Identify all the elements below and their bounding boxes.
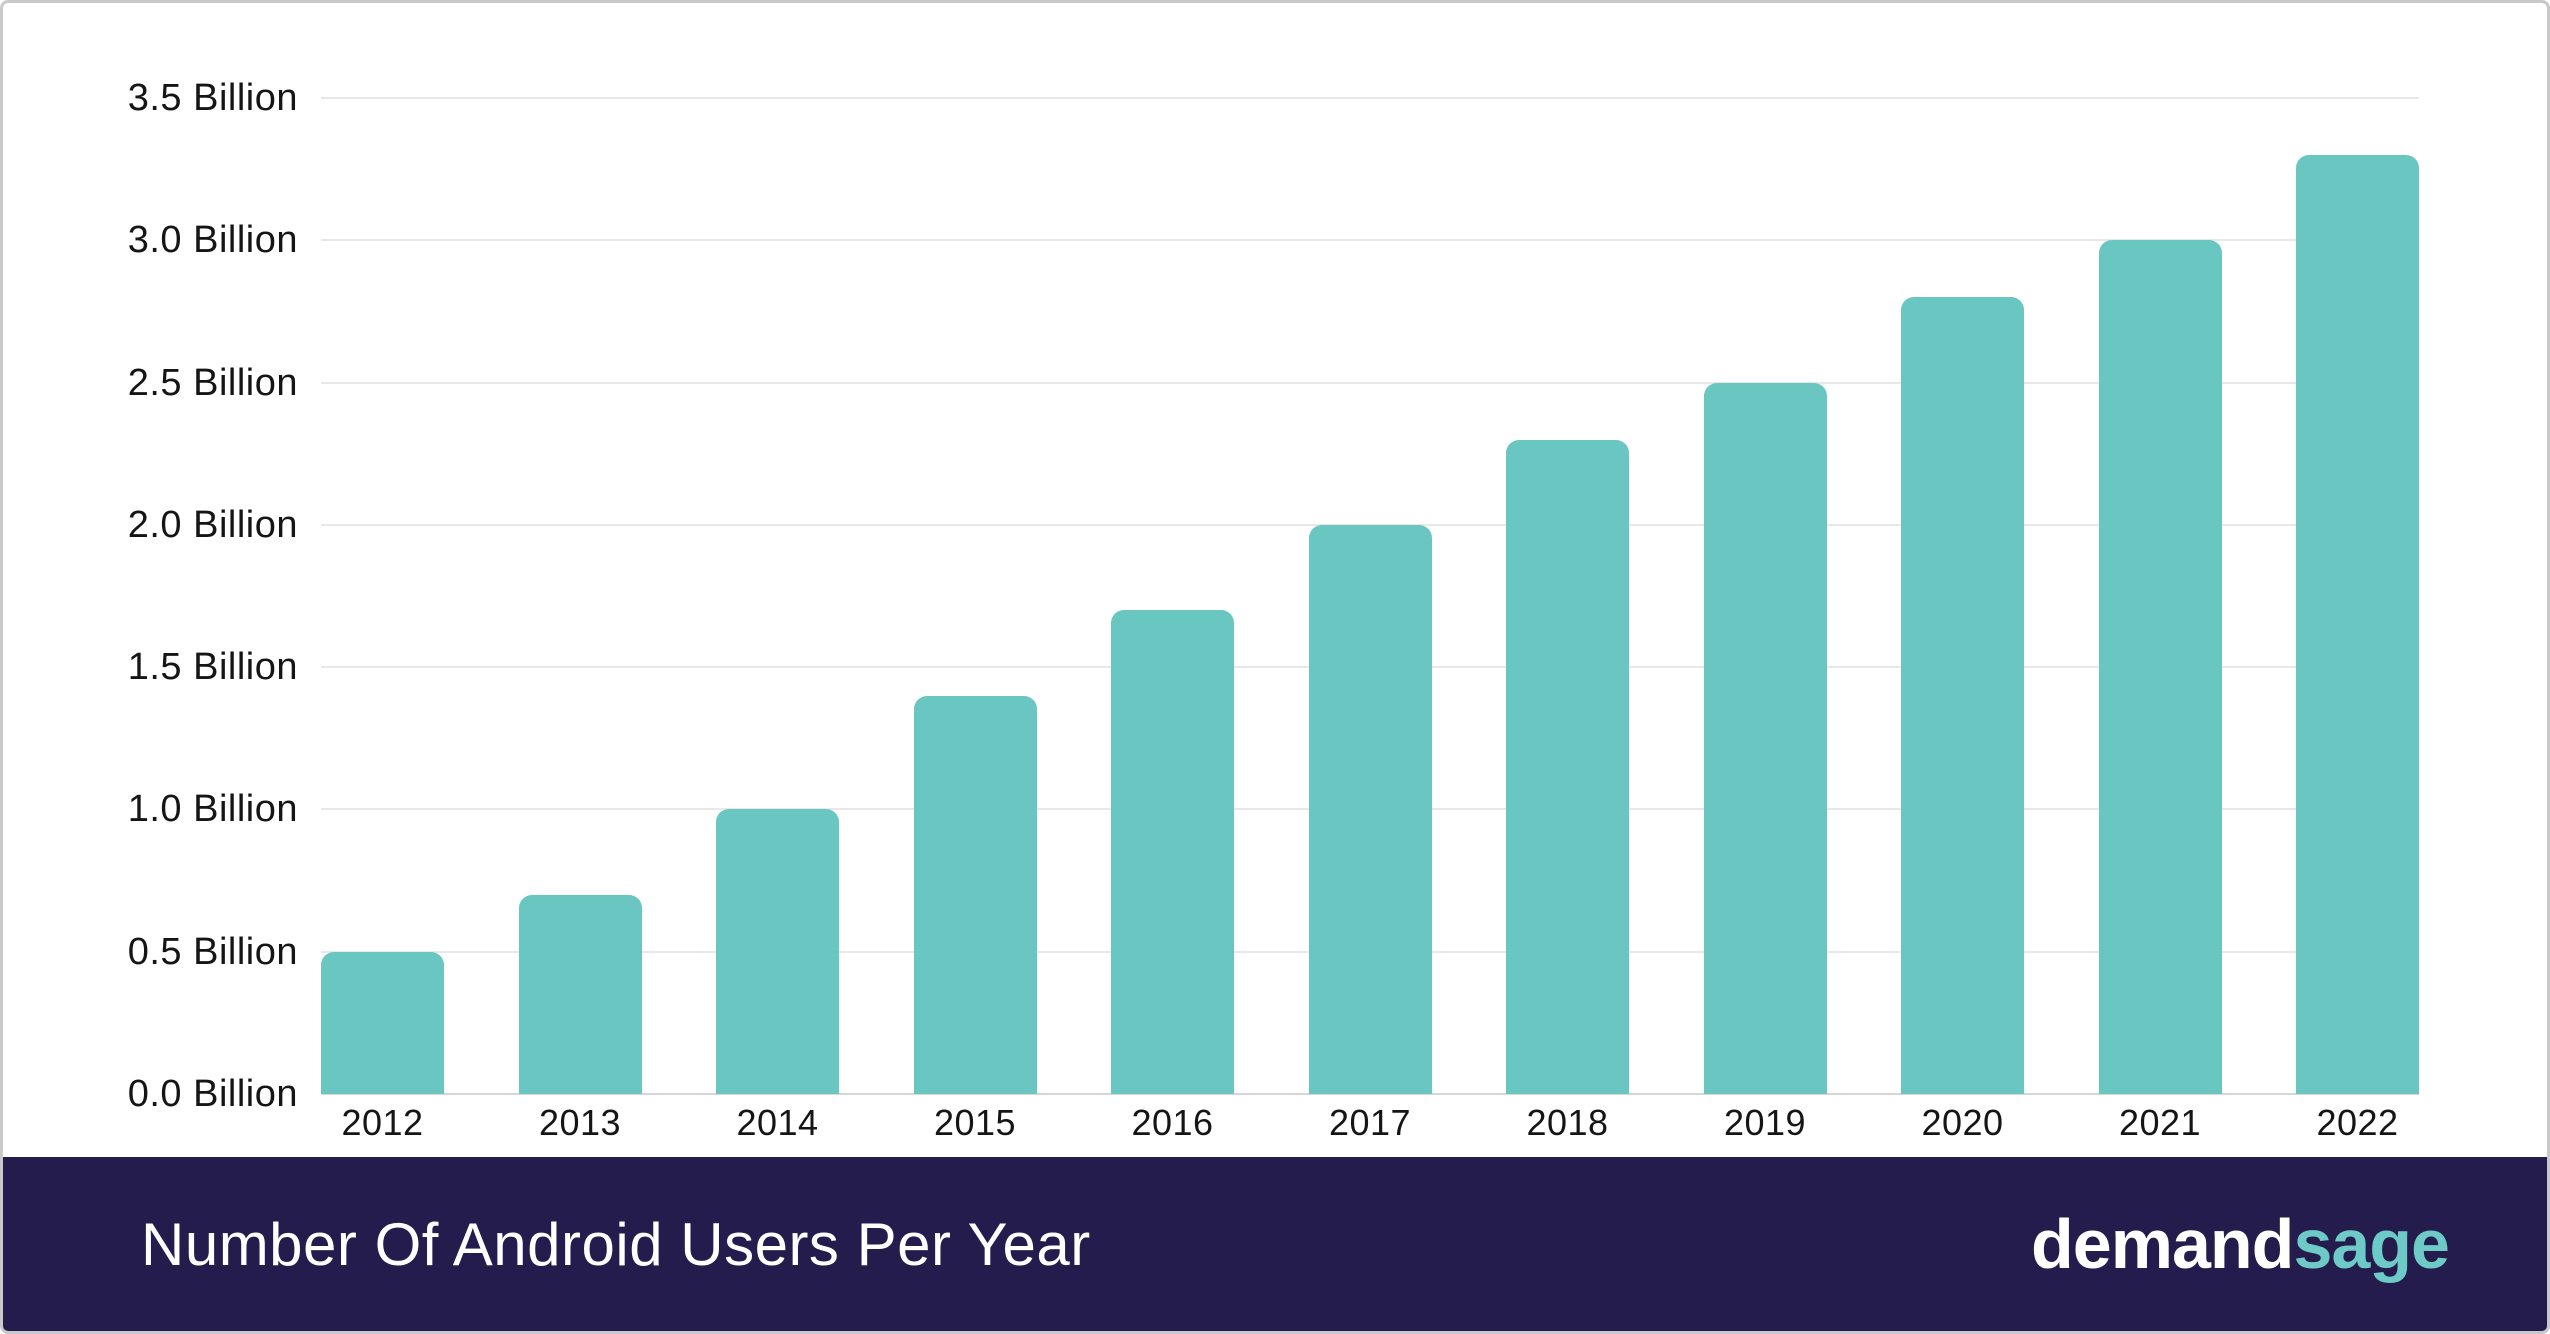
y-tick-label-2.0: 2.0 Billion (127, 503, 298, 546)
gridline-2.5 (321, 381, 2419, 384)
x-tick-label-2018: 2018 (1526, 1102, 1609, 1143)
bar-2017 (1308, 524, 1432, 1094)
y-tick-label-3.5: 3.5 Billion (127, 77, 298, 119)
bar-2018 (1506, 439, 1629, 1094)
plot-area (321, 97, 2419, 1095)
footer-bar: Number Of Android Users Per Year demands… (3, 1157, 2547, 1331)
y-tick-label-3.0: 3.0 Billion (127, 219, 298, 262)
brand-sage: sage (2293, 1205, 2450, 1283)
y-tick-label-0.5: 0.5 Billion (127, 930, 298, 973)
x-tick-label-2012: 2012 (341, 1102, 424, 1143)
x-tick-label-2020: 2020 (1921, 1102, 2004, 1143)
chart-title: Number Of Android Users Per Year (141, 1210, 1091, 1278)
bar-2016 (1111, 610, 1234, 1094)
x-tick-label-2015: 2015 (933, 1102, 1017, 1143)
y-tick-label-1.5: 1.5 Billion (127, 646, 298, 689)
x-axis-labels: 2012 2013 2014 2015 2016 2017 2018 2019 2020 2021… (321, 1105, 2419, 1141)
bar-2015 (913, 695, 1037, 1094)
gridline-3.0 (321, 239, 2419, 242)
bar-2021 (2098, 240, 2222, 1094)
bar-2013 (518, 894, 642, 1094)
y-axis-labels: 3.5 Billion 3.0 Billion 2.5 Billion 2.0 Bil… (3, 79, 298, 1113)
x-tick-label-2017: 2017 (1328, 1102, 1412, 1143)
bar-2012 (321, 951, 444, 1094)
gridline-3.5 (321, 97, 2419, 99)
x-tick-label-2022: 2022 (2316, 1102, 2399, 1143)
brand-logo: demandsage (2031, 1204, 2450, 1284)
x-tick-label-2019: 2019 (1723, 1102, 1807, 1143)
brand-demand: demand (2031, 1205, 2294, 1283)
y-tick-label-1.0: 1.0 Billion (127, 788, 298, 831)
x-tick-label-2021: 2021 (2118, 1102, 2202, 1143)
gridline-0.0 (321, 1093, 2419, 1095)
x-tick-label-2014: 2014 (736, 1102, 819, 1143)
bar-2014 (716, 809, 839, 1094)
bar-2020 (1901, 297, 2024, 1094)
y-tick-label-2.5: 2.5 Billion (127, 361, 298, 404)
bars-layer (321, 98, 2419, 1094)
x-tick-label-2016: 2016 (1131, 1102, 1214, 1143)
x-tick-label-2013: 2013 (538, 1102, 622, 1143)
bar-2019 (1703, 382, 1827, 1094)
bar-2022 (2296, 154, 2419, 1094)
y-tick-label-0.0: 0.0 Billion (127, 1073, 298, 1115)
